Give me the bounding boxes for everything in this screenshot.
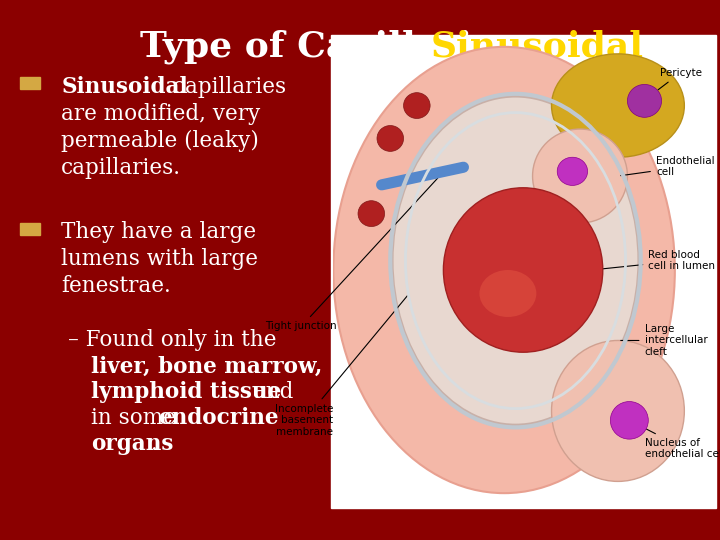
FancyArrowPatch shape	[382, 167, 464, 185]
Bar	[331, 35, 716, 508]
Text: .: .	[151, 433, 158, 455]
Ellipse shape	[333, 47, 675, 493]
Ellipse shape	[403, 93, 430, 118]
Ellipse shape	[611, 402, 648, 439]
Ellipse shape	[480, 270, 536, 317]
Text: Sinusoidal: Sinusoidal	[431, 30, 644, 64]
Text: Incomplete
basement
membrane: Incomplete basement membrane	[275, 295, 408, 437]
Text: Red blood
cell in lumen: Red blood cell in lumen	[594, 250, 715, 272]
Text: and: and	[246, 381, 294, 403]
Text: – Found only in the: – Found only in the	[68, 329, 277, 352]
Text: Pericyte: Pericyte	[658, 68, 702, 90]
Ellipse shape	[358, 201, 384, 227]
Text: Sinusoidal: Sinusoidal	[61, 76, 188, 98]
Text: Endothelial
cell: Endothelial cell	[621, 156, 714, 178]
Text: fenestrae.: fenestrae.	[61, 275, 171, 298]
Text: permeable (leaky): permeable (leaky)	[61, 130, 259, 152]
Bar	[20, 77, 40, 89]
Text: in some: in some	[91, 407, 183, 429]
Text: Large
intercellular
cleft: Large intercellular cleft	[621, 324, 707, 357]
Ellipse shape	[377, 125, 403, 151]
Text: Type of Capillaries:: Type of Capillaries:	[140, 30, 541, 64]
Ellipse shape	[552, 54, 684, 157]
Ellipse shape	[444, 188, 603, 352]
Text: lymphoid tissue: lymphoid tissue	[91, 381, 282, 403]
Text: liver, bone marrow,: liver, bone marrow,	[91, 355, 323, 377]
Text: are modified, very: are modified, very	[61, 103, 261, 125]
Text: Tight junction: Tight junction	[266, 178, 438, 332]
Text: endocrine: endocrine	[158, 407, 279, 429]
Text: lumens with large: lumens with large	[61, 248, 258, 271]
Text: capillaries: capillaries	[166, 76, 286, 98]
Ellipse shape	[627, 84, 662, 117]
Ellipse shape	[557, 157, 588, 185]
Ellipse shape	[533, 129, 627, 223]
Ellipse shape	[392, 96, 639, 425]
Text: They have a large: They have a large	[61, 221, 256, 244]
Text: capillaries.: capillaries.	[61, 157, 181, 179]
Bar	[20, 223, 40, 235]
Text: organs: organs	[91, 433, 174, 455]
Text: Nucleus of
endothelial cell: Nucleus of endothelial cell	[631, 422, 720, 460]
Ellipse shape	[552, 341, 684, 482]
